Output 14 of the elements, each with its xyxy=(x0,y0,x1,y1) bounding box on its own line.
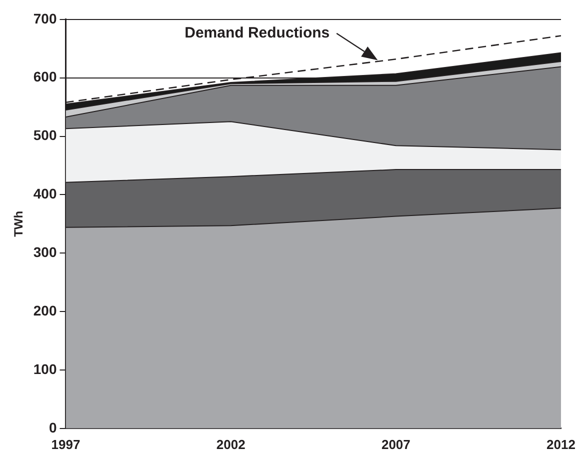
y-tick-label: 400 xyxy=(33,186,57,202)
y-tick-label: 500 xyxy=(33,127,57,144)
annotation: Demand Reductions xyxy=(184,24,330,42)
y-tick-label: 300 xyxy=(33,244,57,260)
x-tick-label: 2012 xyxy=(546,436,576,452)
y-axis-title: TWh xyxy=(12,210,26,237)
x-tick-label: 2002 xyxy=(216,436,246,452)
y-tick-label: 600 xyxy=(33,68,57,85)
x-tick-label: 2007 xyxy=(381,436,410,452)
y-tick-label: 100 xyxy=(33,360,57,377)
y-tick-label: 200 xyxy=(33,302,57,318)
y-tick-label: 700 xyxy=(33,10,57,26)
y-tick-label: 0 xyxy=(48,419,57,436)
x-tick-label: 1997 xyxy=(51,436,80,452)
